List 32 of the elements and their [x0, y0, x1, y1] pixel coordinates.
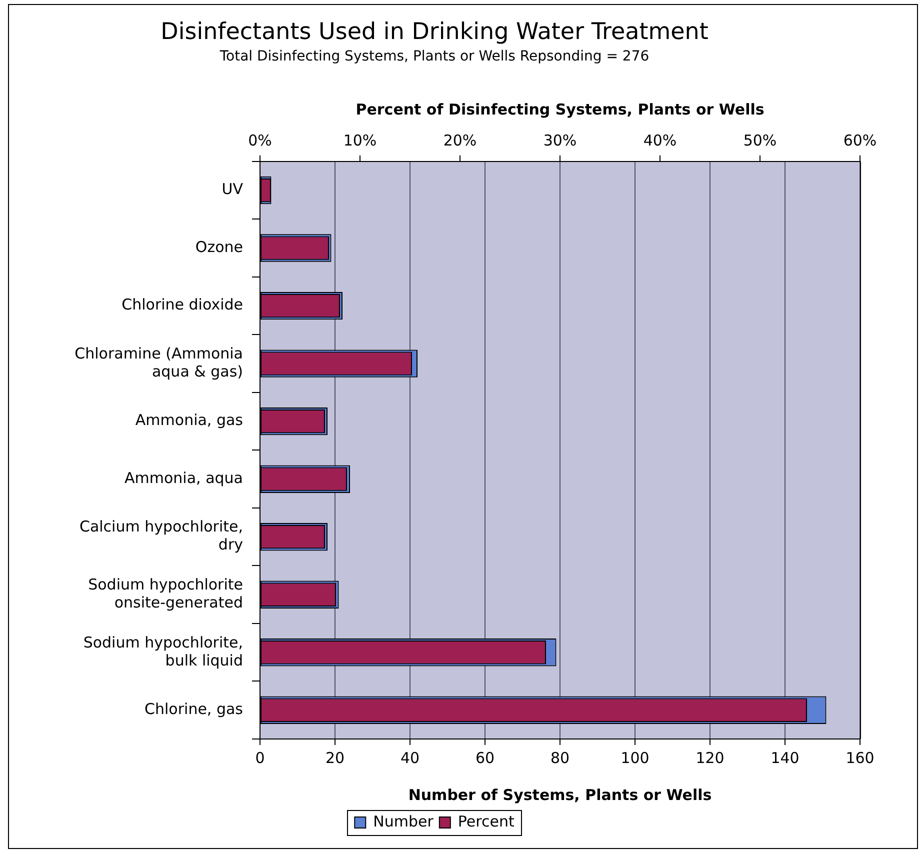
x2-tick-label: 10%: [343, 131, 377, 150]
x2-axis-title: Percent of Disinfecting Systems, Plants or Wells: [356, 100, 764, 118]
x2-tick-label: 20%: [443, 131, 477, 150]
x-axis-title: Number of Systems, Plants or Wells: [408, 786, 712, 804]
x2-tick-label: 40%: [643, 131, 677, 150]
y-tick-label: Chlorine dioxide: [122, 296, 243, 314]
chart-title: Disinfectants Used in Drinking Water Treatment: [160, 18, 708, 45]
y-tick-label: Sodium hypochlorite, bulk liquid: [83, 633, 243, 670]
x2-tick-label: 30%: [543, 131, 577, 150]
x-tick-label: 80: [550, 748, 570, 767]
legend-label: Number: [373, 812, 434, 830]
x-tick-label: 160: [846, 748, 874, 767]
y-tick-label: Ammonia, aqua: [124, 468, 243, 487]
x-tick-label: 140: [770, 748, 800, 767]
y-tick-label: Chloramine (Ammonia aqua & gas): [74, 344, 243, 380]
y-tick-label: Ammonia, gas: [135, 411, 244, 430]
y-tick-label: Sodium hypochlorite onsite-generated: [88, 575, 243, 612]
x2-tick-label: 50%: [743, 131, 777, 150]
x-tick-label: 120: [696, 748, 724, 767]
chart-subtitle: Total Disinfecting Systems, Plants or Wells Repsonding = 276: [218, 48, 650, 65]
y-tick-label: UV: [222, 180, 244, 198]
x-tick-label: 100: [620, 748, 650, 767]
y-tick-label: Calcium hypochlorite, dry: [79, 518, 244, 554]
y-tick-label: Ozone: [195, 238, 243, 256]
y-tick-label: Chlorine, gas: [144, 700, 244, 718]
x-tick-label: 20: [325, 748, 345, 767]
x-tick-label: 60: [475, 748, 495, 767]
x2-tick-label: 0%: [248, 131, 272, 150]
x2-tick-label: 60%: [843, 131, 877, 150]
legend-label: Percent: [458, 812, 514, 830]
x-tick-label: 0: [255, 748, 265, 767]
x-tick-label: 40: [400, 748, 420, 767]
